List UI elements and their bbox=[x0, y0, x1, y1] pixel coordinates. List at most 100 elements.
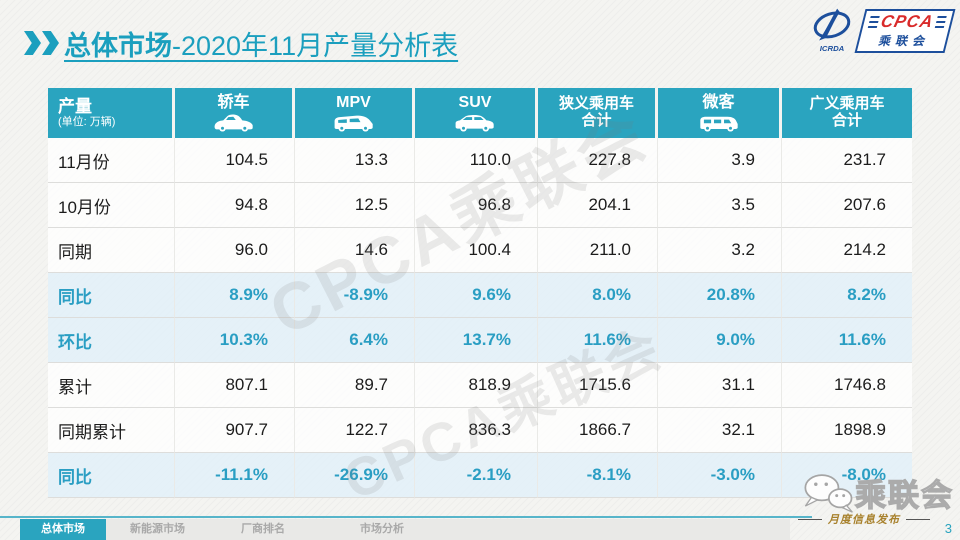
tab-nev-market[interactable]: 新能源市场 bbox=[130, 523, 185, 535]
table-cell: 96.0 bbox=[175, 228, 295, 273]
table-cell: -26.9% bbox=[295, 453, 415, 498]
table-body: 11月份 104.5 13.3 110.0 227.8 3.9 231.7 10月份 94.8 1… bbox=[48, 138, 912, 498]
logo-emblem-icon: ICRDA bbox=[806, 6, 858, 56]
table-cell: 8.2% bbox=[782, 273, 912, 318]
tab-market-analysis[interactable]: 市场分析 bbox=[360, 523, 404, 535]
table-row: 10月份 94.8 12.5 96.8 204.1 3.5 207.6 bbox=[48, 183, 912, 228]
table-row: 环比 10.3% 6.4% 13.7% 11.6% 9.0% 11.6% bbox=[48, 318, 912, 363]
page-title: 总体市场-2020年11月产量分析表 bbox=[64, 24, 458, 63]
column-header: MPV bbox=[295, 88, 415, 138]
table-cell: -8.9% bbox=[295, 273, 415, 318]
logo-name: 乘联会 bbox=[877, 34, 932, 48]
table-cell: 227.8 bbox=[538, 138, 658, 183]
table-cell: 907.7 bbox=[175, 408, 295, 453]
column-header-sublabel: 合计 bbox=[831, 112, 862, 129]
table-cell: 214.2 bbox=[782, 228, 912, 273]
column-header-label: SUV bbox=[458, 94, 492, 112]
sedan-icon bbox=[211, 113, 257, 132]
table-cell: 1866.7 bbox=[538, 408, 658, 453]
row-label: 10月份 bbox=[48, 183, 175, 228]
table-row: 11月份 104.5 13.3 110.0 227.8 3.9 231.7 bbox=[48, 138, 912, 183]
logo-stripes-icon bbox=[867, 15, 880, 29]
table-cell: 9.6% bbox=[415, 273, 538, 318]
table-row: 同比 8.9% -8.9% 9.6% 8.0% 20.8% 8.2% bbox=[48, 273, 912, 318]
table-cell: 1715.6 bbox=[538, 363, 658, 408]
table-cell: 31.1 bbox=[658, 363, 782, 408]
table-row: 同期累计 907.7 122.7 836.3 1866.7 32.1 1898.9 bbox=[48, 408, 912, 453]
table-cell: 1898.9 bbox=[782, 408, 912, 453]
double-chevron-icon bbox=[24, 31, 60, 55]
table-cell: 8.9% bbox=[175, 273, 295, 318]
logo-emblem-text: ICRDA bbox=[820, 44, 845, 53]
row-label: 11月份 bbox=[48, 138, 175, 183]
table-cell: -2.1% bbox=[415, 453, 538, 498]
table-cell: 6.4% bbox=[295, 318, 415, 363]
column-header: 广义乘用车 合计 bbox=[782, 88, 912, 138]
suv-icon bbox=[452, 113, 498, 132]
row-label: 累计 bbox=[48, 363, 175, 408]
column-header-label: MPV bbox=[336, 94, 371, 112]
tab-oem-ranking[interactable]: 厂商排名 bbox=[241, 523, 285, 535]
logo-stripes-icon bbox=[934, 15, 947, 29]
table-cell: 204.1 bbox=[538, 183, 658, 228]
table-cell: 3.2 bbox=[658, 228, 782, 273]
table-cell: -3.0% bbox=[658, 453, 782, 498]
column-header-label: 微客 bbox=[702, 94, 735, 112]
table-cell: 211.0 bbox=[538, 228, 658, 273]
publication: 月度信息发布 bbox=[798, 511, 930, 527]
table-cell: 8.0% bbox=[538, 273, 658, 318]
row-label: 同期累计 bbox=[48, 408, 175, 453]
wechat-account-name: 乘联会 bbox=[854, 477, 954, 513]
column-header: SUV bbox=[415, 88, 538, 138]
table-row: 同期 96.0 14.6 100.4 211.0 3.2 214.2 bbox=[48, 228, 912, 273]
column-header-label: 广义乘用车 bbox=[809, 95, 885, 113]
footer-tabs: 总体市场 新能源市场 厂商排名 市场分析 bbox=[20, 519, 790, 540]
tab-strip: 新能源市场 厂商排名 市场分析 bbox=[106, 519, 790, 540]
table-cell: 94.8 bbox=[175, 183, 295, 228]
table-cell: 3.9 bbox=[658, 138, 782, 183]
footer-divider bbox=[0, 516, 812, 518]
row-label: 环比 bbox=[48, 318, 175, 363]
table-cell: 20.8% bbox=[658, 273, 782, 318]
table-cell: 32.1 bbox=[658, 408, 782, 453]
column-header: 狭义乘用车 合计 bbox=[538, 88, 658, 138]
table-cell: 1746.8 bbox=[782, 363, 912, 408]
minibus-icon bbox=[696, 113, 742, 132]
wechat-overlay: 乘联会 bbox=[801, 470, 954, 515]
corner-unit: (单位: 万辆) bbox=[58, 116, 116, 129]
wechat-icon bbox=[801, 471, 855, 515]
title-prefix: 总体市场 bbox=[64, 31, 172, 61]
page-number: 3 bbox=[944, 521, 952, 536]
table-cell: 836.3 bbox=[415, 408, 538, 453]
table-cell: 9.0% bbox=[658, 318, 782, 363]
logo-acronym: CPCA bbox=[878, 12, 936, 31]
table-cell: 110.0 bbox=[415, 138, 538, 183]
publication-label: 月度信息发布 bbox=[828, 514, 900, 526]
table-cell: 13.3 bbox=[295, 138, 415, 183]
title-suffix: -2020年11月产量分析表 bbox=[172, 31, 459, 61]
table-cell: 11.6% bbox=[538, 318, 658, 363]
table-cell: 3.5 bbox=[658, 183, 782, 228]
column-header: 轿车 bbox=[175, 88, 295, 138]
table-cell: -8.1% bbox=[538, 453, 658, 498]
table-row: 同比 -11.1% -26.9% -2.1% -8.1% -3.0% -8.0% bbox=[48, 453, 912, 498]
column-header-sublabel: 合计 bbox=[581, 112, 612, 129]
table-cell: 100.4 bbox=[415, 228, 538, 273]
corner-header: 产量 (单位: 万辆) bbox=[48, 88, 175, 138]
mpv-icon bbox=[331, 113, 377, 132]
table-cell: 11.6% bbox=[782, 318, 912, 363]
logo-box: CPCA 乘联会 bbox=[854, 9, 956, 53]
table-cell: 122.7 bbox=[295, 408, 415, 453]
table-cell: 10.3% bbox=[175, 318, 295, 363]
table-cell: 231.7 bbox=[782, 138, 912, 183]
tab-overall-market[interactable]: 总体市场 bbox=[20, 519, 106, 540]
table-cell: 14.6 bbox=[295, 228, 415, 273]
corner-label: 产量 bbox=[58, 97, 92, 117]
table-cell: 104.5 bbox=[175, 138, 295, 183]
column-header-label: 轿车 bbox=[217, 94, 250, 112]
table-cell: 12.5 bbox=[295, 183, 415, 228]
table-cell: 818.9 bbox=[415, 363, 538, 408]
column-header-label: 狭义乘用车 bbox=[558, 95, 634, 113]
table-cell: 207.6 bbox=[782, 183, 912, 228]
